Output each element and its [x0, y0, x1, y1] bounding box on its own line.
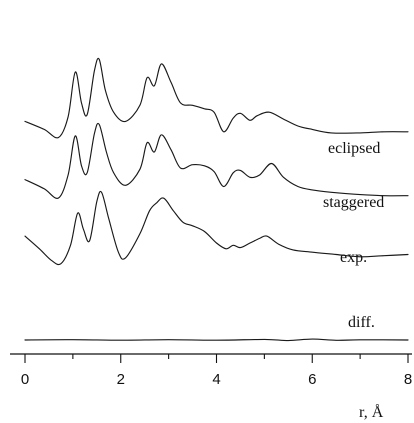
x-tick-label: 0: [21, 371, 29, 388]
series-label-3: exp.: [340, 249, 367, 266]
series-label-4: diff.: [348, 314, 375, 331]
series-group: [24, 57, 409, 342]
x-tick-label: 4: [212, 371, 220, 388]
series-labels-group: eclipsed staggered exp. diff.: [323, 140, 384, 331]
x-axis-title: r, Å: [359, 403, 384, 421]
series-label-2: staggered: [323, 194, 384, 211]
series-line-1: [24, 57, 409, 139]
x-axis: 0 2 4 6 8: [10, 353, 412, 388]
x-tick-label: 6: [308, 371, 316, 388]
x-tick-label: 8: [404, 371, 412, 388]
series-line-3: [24, 190, 409, 266]
series-line-4: [24, 338, 409, 342]
series-label-1: eclipsed: [328, 140, 380, 157]
x-tick-label: 2: [117, 371, 125, 388]
series-line-2: [24, 122, 409, 199]
